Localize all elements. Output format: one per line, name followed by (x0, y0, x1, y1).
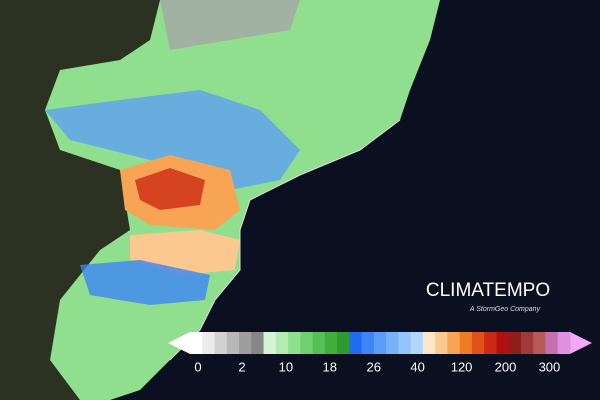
colorbar-segment (557, 332, 571, 354)
colorbar-segment (349, 332, 363, 354)
colorbar-segment (459, 332, 473, 354)
colorbar-segment (545, 332, 559, 354)
colorbar-segment (337, 332, 350, 354)
colorbar-segment (312, 332, 326, 354)
colorbar-segment (300, 332, 314, 354)
colorbar-segment (251, 332, 265, 354)
colorbar-label: 0 (194, 359, 201, 374)
brand-tagline: A StormGeo Company (469, 306, 541, 313)
colorbar-segment (202, 332, 216, 354)
colorbar-segment (520, 332, 534, 354)
colorbar-segment (275, 332, 289, 354)
colorbar-segment (361, 332, 375, 354)
colorbar-segment (508, 332, 522, 354)
rain-very-heavy (135, 168, 205, 210)
colorbar-segment (422, 332, 436, 354)
colorbar-segment (410, 332, 424, 354)
colorbar-segment (324, 332, 338, 354)
colorbar-label: 120 (451, 359, 473, 374)
colorbar-segment (190, 332, 203, 354)
colorbar-label: 40 (410, 359, 424, 374)
colorbar-segment (533, 332, 546, 354)
colorbar-label: 300 (539, 359, 561, 374)
colorbar-segment (386, 332, 399, 354)
colorbar-segment (496, 332, 510, 354)
land-west (0, 0, 160, 400)
colorbar-label: 26 (366, 359, 380, 374)
colorbar-end (570, 332, 592, 354)
colorbar-segment (447, 332, 461, 354)
colorbar-segment (288, 332, 301, 354)
rain-moderate (45, 90, 300, 190)
rain-moderate-south (80, 260, 210, 305)
colorbar-segment (239, 332, 252, 354)
colorbar-segment (214, 332, 228, 354)
colorbar-label: 10 (279, 359, 293, 374)
rain-dry (160, 0, 300, 50)
brand-name: CLIMATEMPO (426, 280, 550, 301)
colorbar-segment (471, 332, 485, 354)
coastline (169, 119, 401, 361)
colorbar-segment (398, 332, 412, 354)
colorbar-label: 18 (323, 359, 337, 374)
colorbar-segment (484, 332, 497, 354)
colorbar-label: 200 (495, 359, 517, 374)
colorbar-segment (263, 332, 277, 354)
colorbar-end (168, 332, 190, 354)
colorbar-segment (373, 332, 387, 354)
colorbar-label: 2 (238, 359, 245, 374)
colorbar-segment (226, 332, 240, 354)
colorbar-segment (435, 332, 448, 354)
colorbar: 0 2 10 18 26 40 120 200 300 (168, 332, 592, 374)
